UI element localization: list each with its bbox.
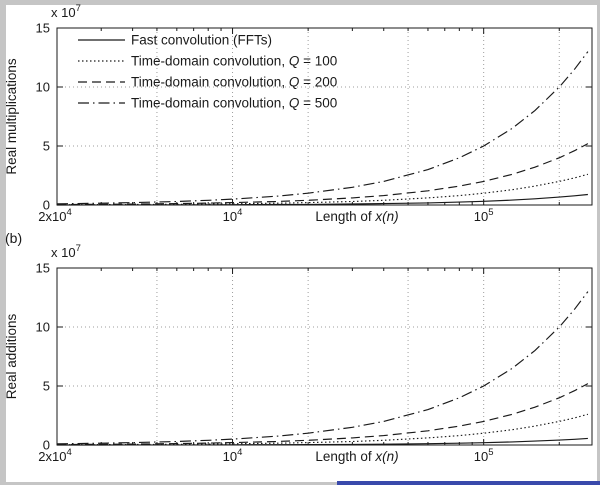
scan-edge-bottom [0, 482, 600, 485]
legend-item-label: Time-domain convolution, Q = 200 [131, 75, 337, 90]
corner-tick-label: 2x104 [38, 447, 72, 464]
panel-b-label: (b) [5, 230, 23, 246]
scan-edge-right [597, 0, 600, 485]
y-tick-label: 10 [36, 320, 50, 335]
series-line-solid [56, 193, 588, 206]
x-tick-label: 105 [474, 207, 494, 224]
legend-item-label: Time-domain convolution, Q = 100 [131, 54, 337, 69]
y-axis-label: Real multiplications [4, 58, 19, 175]
axes-box [56, 27, 593, 206]
scan-edge-top [0, 0, 600, 5]
axes-box [56, 267, 593, 446]
y-axis-exponent-label: x 107 [51, 243, 81, 260]
x-axis-label: Length of x(n) [315, 449, 398, 464]
series-line-dashed [56, 143, 589, 206]
y-axis-exponent-label: x 107 [51, 3, 81, 20]
scan-edge-left [0, 0, 6, 485]
series-line-dashdot [56, 291, 589, 445]
y-tick-label: 15 [36, 21, 50, 36]
y-tick-label: 0 [43, 438, 50, 453]
legend-item-label: Fast convolution (FFTs) [131, 33, 272, 48]
y-tick-label: 5 [43, 379, 50, 394]
x-tick-label: 104 [223, 447, 243, 464]
x-tick-label: 105 [474, 447, 494, 464]
y-tick-label: 0 [43, 198, 50, 213]
x-tick-label: 104 [223, 207, 243, 224]
series-line-dashdot [56, 51, 589, 205]
y-tick-label: 5 [43, 139, 50, 154]
x-axis-label: Length of x(n) [315, 209, 398, 224]
y-tick-label: 15 [36, 261, 50, 276]
series-line-dotted [56, 413, 589, 446]
corner-tick-label: 2x104 [38, 207, 72, 224]
series-line-dashed [56, 383, 589, 446]
y-tick-label: 10 [36, 80, 50, 95]
legend-item-label: Time-domain convolution, Q = 500 [131, 96, 337, 111]
y-axis-label: Real additions [4, 313, 19, 399]
series-line-dotted [56, 173, 589, 206]
bottom-blue-line [337, 481, 600, 485]
